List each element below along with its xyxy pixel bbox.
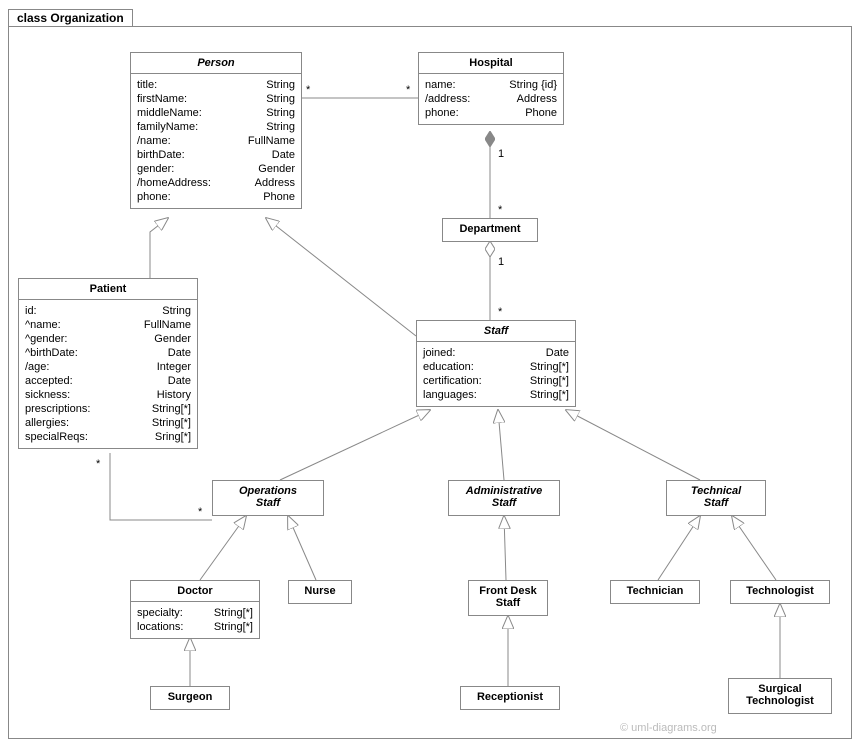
class-surgeon: Surgeon — [150, 686, 230, 710]
class-title: Front DeskStaff — [469, 581, 547, 613]
class-title: TechnicalStaff — [667, 481, 765, 513]
class-title: Department — [443, 219, 537, 239]
watermark: © uml-diagrams.org — [620, 722, 717, 734]
class-administrativestaff: AdministrativeStaff — [448, 480, 560, 516]
class-surgicaltechnologist: SurgicalTechnologist — [728, 678, 832, 714]
class-title: Hospital — [419, 53, 563, 74]
class-technologist: Technologist — [730, 580, 830, 604]
class-title: Technologist — [731, 581, 829, 601]
class-attrs: joined:Dateeducation:String[*]certificat… — [417, 342, 575, 406]
class-receptionist: Receptionist — [460, 686, 560, 710]
class-title: Receptionist — [461, 687, 559, 707]
class-hospital: Hospitalname:String {id}/address:Address… — [418, 52, 564, 125]
class-title: Nurse — [289, 581, 351, 601]
mult-label: * — [198, 506, 202, 518]
class-title: Staff — [417, 321, 575, 342]
class-doctor: Doctorspecialty:String[*]locations:Strin… — [130, 580, 260, 639]
class-title: AdministrativeStaff — [449, 481, 559, 513]
mult-label: * — [406, 84, 410, 96]
class-title: SurgicalTechnologist — [729, 679, 831, 711]
mult-label: * — [96, 458, 100, 470]
package-label: class Organization — [8, 9, 133, 26]
class-title: OperationsStaff — [213, 481, 323, 513]
class-attrs: name:String {id}/address:Addressphone:Ph… — [419, 74, 563, 124]
class-frontdeskstaff: Front DeskStaff — [468, 580, 548, 616]
class-staff: Staffjoined:Dateeducation:String[*]certi… — [416, 320, 576, 407]
mult-label: * — [306, 84, 310, 96]
class-operationsstaff: OperationsStaff — [212, 480, 324, 516]
class-attrs: title:StringfirstName:StringmiddleName:S… — [131, 74, 301, 208]
class-department: Department — [442, 218, 538, 242]
class-title: Surgeon — [151, 687, 229, 707]
uml-canvas: class Organization Persontitle:Stringfir… — [0, 0, 860, 747]
class-title: Doctor — [131, 581, 259, 602]
mult-label: 1 — [498, 148, 504, 160]
class-attrs: id:String^name:FullName^gender:Gender^bi… — [19, 300, 197, 448]
mult-label: * — [498, 306, 502, 318]
mult-label: 1 — [498, 256, 504, 268]
class-technician: Technician — [610, 580, 700, 604]
class-attrs: specialty:String[*]locations:String[*] — [131, 602, 259, 638]
class-nurse: Nurse — [288, 580, 352, 604]
class-person: Persontitle:StringfirstName:Stringmiddle… — [130, 52, 302, 209]
class-title: Technician — [611, 581, 699, 601]
mult-label: * — [498, 204, 502, 216]
class-title: Patient — [19, 279, 197, 300]
class-technicalstaff: TechnicalStaff — [666, 480, 766, 516]
class-patient: Patientid:String^name:FullName^gender:Ge… — [18, 278, 198, 449]
class-title: Person — [131, 53, 301, 74]
